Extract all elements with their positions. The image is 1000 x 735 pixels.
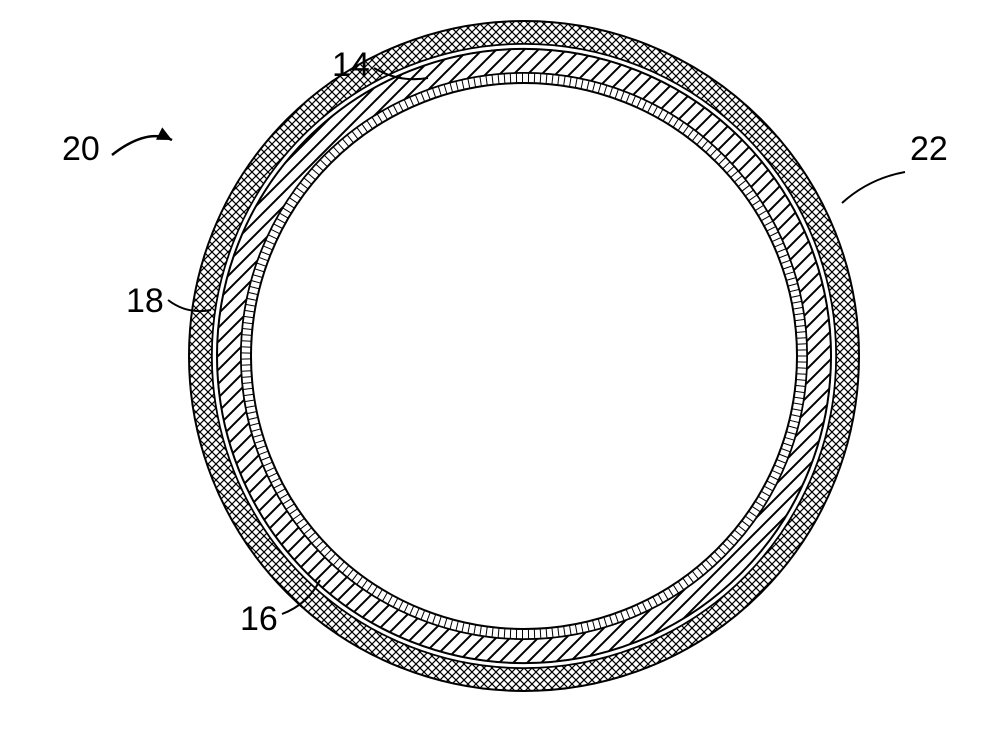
label-20: 20 [62, 127, 172, 168]
diagram-svg: 20 14 22 18 16 [0, 0, 1000, 730]
cross-section-diagram: 20 14 22 18 16 [0, 0, 1000, 730]
label-text-22: 22 [910, 130, 948, 168]
label-text-16: 16 [240, 600, 278, 638]
inner-bore [251, 83, 797, 629]
label-text-18: 18 [126, 282, 164, 320]
label-22: 22 [842, 130, 948, 203]
label-text-20: 20 [62, 130, 100, 168]
label-text-14: 14 [332, 46, 370, 84]
